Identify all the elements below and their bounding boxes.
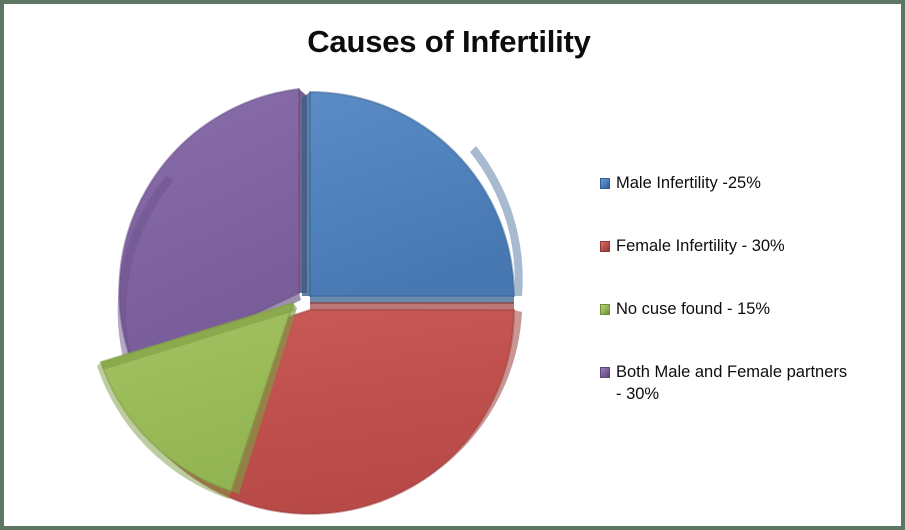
pie-chart-svg — [97, 87, 523, 515]
pie-chart-plot-area — [4, 4, 564, 526]
pie-slice-male-infertility[interactable] — [302, 90, 523, 304]
legend-swatch-green-icon — [600, 304, 610, 315]
page-title: Causes of Infertility — [307, 24, 591, 59]
legend-label: Both Male and Female partners - 30% — [616, 363, 848, 403]
legend-swatch-blue-icon — [600, 178, 610, 189]
legend-label: Female Infertility - 30% — [616, 237, 785, 255]
legend-item-female-infertility[interactable]: Female Infertility - 30% — [600, 235, 900, 298]
chart-legend: Male Infertility -25% Female Infertility… — [600, 172, 900, 424]
legend-item-both-male-and-female-partners[interactable]: Both Male and Female partners - 30% — [600, 361, 900, 424]
legend-swatch-red-icon — [600, 241, 610, 252]
legend-item-male-infertility[interactable]: Male Infertility -25% — [600, 172, 900, 235]
legend-label: No cuse found - 15% — [616, 300, 771, 318]
legend-swatch-purple-icon — [600, 367, 610, 378]
legend-item-no-cuse-found[interactable]: No cuse found - 15% — [600, 298, 900, 361]
pie-slice-no-cuse-found[interactable] — [97, 301, 297, 499]
legend-label: Male Infertility -25% — [616, 174, 761, 192]
